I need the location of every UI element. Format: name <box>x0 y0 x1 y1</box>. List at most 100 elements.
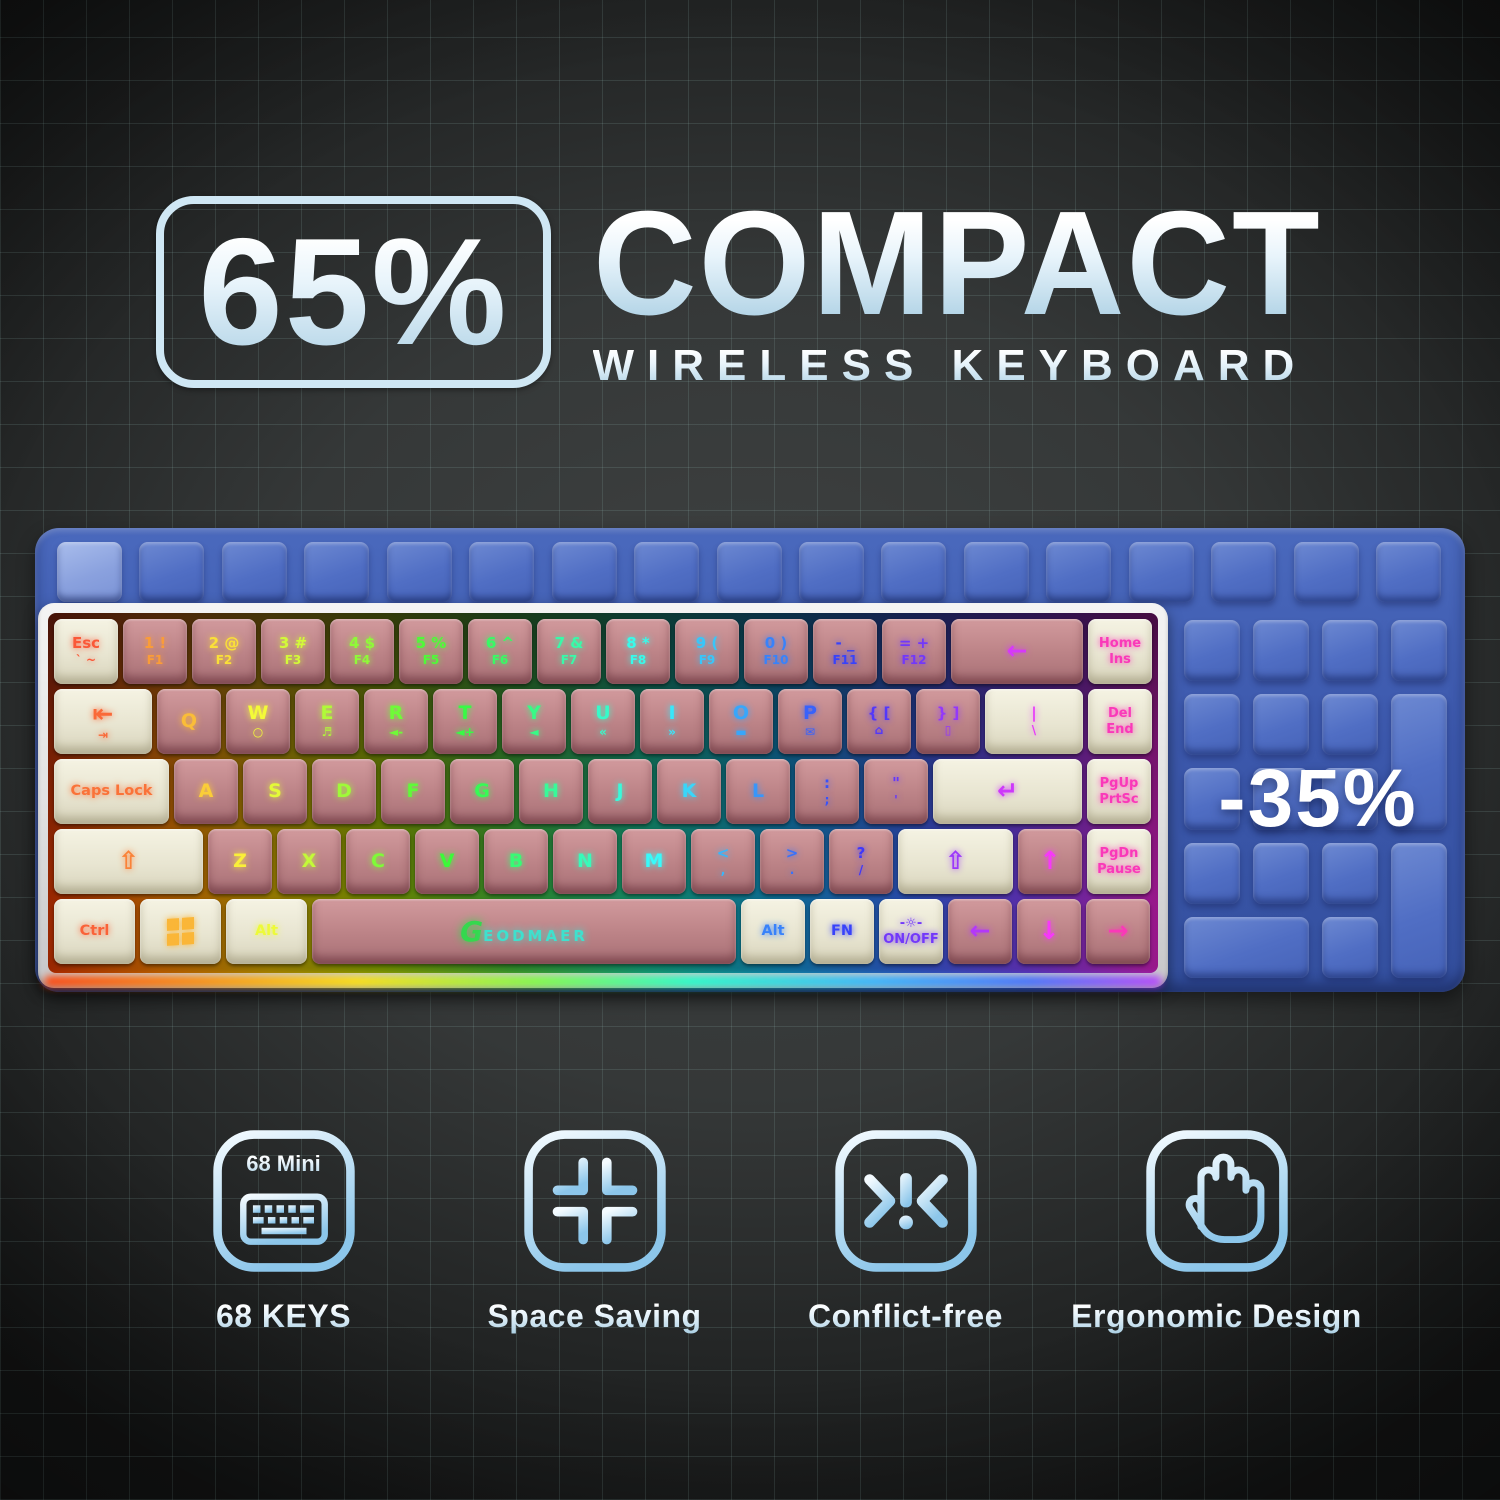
ghost-key <box>221 542 287 602</box>
key-n: N <box>553 829 617 894</box>
ghost-numpad-key <box>1322 620 1378 682</box>
key-legend: FN <box>830 922 854 939</box>
key-5: 5 % F5 <box>399 619 463 684</box>
key-legend: G <box>474 779 490 802</box>
key-legend: 5 % <box>415 634 447 653</box>
key-legend: PgDn <box>1099 845 1139 861</box>
brand-logo-text: EODMAER <box>483 926 588 945</box>
key-legend: L <box>751 779 765 802</box>
ghost-key <box>551 542 617 602</box>
title-column: COMPACT WIRELESS KEYBOARD <box>593 190 1344 391</box>
key-arrow-up: ↑ <box>1018 829 1082 894</box>
key-a: A <box>174 759 238 824</box>
key-legend: D <box>336 779 352 802</box>
key-home-ins: Home Ins <box>1088 619 1152 684</box>
key-space: G EODMAER <box>312 899 736 964</box>
ghost-numpad-key <box>1322 768 1378 830</box>
key-sub-legend: Ins <box>1109 651 1131 667</box>
key-legend: 8 * <box>626 634 650 653</box>
key-sub-legend: « <box>599 725 607 740</box>
key-8: 8 * F8 <box>606 619 670 684</box>
key-9: 9 (F9 <box>675 619 739 684</box>
key-legend: " <box>892 774 900 793</box>
badge-percent-text: 65% <box>198 204 508 380</box>
key-legend: Alt <box>761 922 785 939</box>
key-legend: K <box>681 779 697 802</box>
key-legend: N <box>577 849 593 872</box>
key-h: H <box>519 759 583 824</box>
title-badge: 65% <box>156 196 551 388</box>
ghost-key <box>386 542 452 602</box>
key-v: V <box>415 829 479 894</box>
key-backlight-on-off: -☼- ON/OFF <box>879 899 943 964</box>
key-c: C <box>346 829 410 894</box>
key-e: E ♬ <box>295 689 359 754</box>
key-legend: 7 & <box>554 634 584 653</box>
ghost-key <box>304 542 370 602</box>
key-3: 3 # F3 <box>261 619 325 684</box>
feature-label: Ergonomic Design <box>1071 1298 1362 1334</box>
key-win <box>140 899 221 964</box>
ghost-key <box>881 542 947 602</box>
key-pgup-prtsc: PgUp PrtSc <box>1087 759 1151 824</box>
key-legend: 0 ) <box>764 634 788 653</box>
key-legend: E <box>320 702 334 725</box>
key-sub-legend: ○ <box>252 725 264 740</box>
key-left-shift: ⇧ <box>54 829 203 894</box>
key-sub-legend: F1 <box>146 653 164 668</box>
keyboard-hero: -35% Esc ` ~1 ! F1 2 @ F2 3 # F3 4 $ F4 5 % F5 6 ^ F… <box>35 528 1465 992</box>
ghost-key <box>1376 542 1441 602</box>
ghost-numpad-key <box>1184 768 1240 830</box>
mini-keyboard-icon: 68 Mini <box>209 1126 359 1276</box>
feature-label: 68 KEYS <box>215 1298 352 1334</box>
key-legend: ↵ <box>997 776 1018 806</box>
key-quote: " ' <box>864 759 928 824</box>
key-sub-legend: F6 <box>491 653 509 668</box>
key-k: K <box>657 759 721 824</box>
key-legend: = + <box>898 634 930 653</box>
feature-item: Conflict-free <box>750 1126 1061 1335</box>
key-legend: 2 @ <box>208 634 240 653</box>
key-sub-legend: F7 <box>560 653 578 668</box>
key-right-shift: ⇧ <box>898 829 1013 894</box>
key-legend: - _ <box>835 634 855 653</box>
key-m: M <box>622 829 686 894</box>
key-j: J <box>588 759 652 824</box>
key-legend: 9 ( <box>695 634 719 653</box>
key-del-end: Del End <box>1088 689 1152 754</box>
key-sub-legend: Pause <box>1097 861 1141 877</box>
key-slash: ? / <box>829 829 893 894</box>
hand-icon <box>1142 1126 1292 1276</box>
key-sub-legend: ♬ <box>321 725 333 740</box>
key-sub-legend: ⌂ <box>874 723 884 738</box>
ghost-key <box>57 542 122 602</box>
ghost-key <box>469 542 535 602</box>
key-legend: ↓ <box>1038 916 1060 946</box>
key-q: Q <box>157 689 221 754</box>
ghost-key <box>634 542 700 602</box>
key-sub-legend: F11 <box>832 653 858 668</box>
ghost-numpad-key <box>1253 620 1309 682</box>
key-legend: M <box>644 849 664 872</box>
ghost-numpad-key <box>1253 842 1309 904</box>
key-sub-legend: F12 <box>901 653 927 668</box>
key-legend: ⇧ <box>118 846 139 876</box>
key-legend: P <box>803 702 817 725</box>
key-ctrl: Ctrl <box>54 899 135 964</box>
ghost-numpad-key <box>1184 694 1240 756</box>
compress-icon <box>520 1126 670 1276</box>
ghost-key <box>963 542 1029 602</box>
key-arrow-down: ↓ <box>1017 899 1081 964</box>
key-legend: Del <box>1107 705 1133 721</box>
ghost-numpad-key <box>1391 620 1447 682</box>
key-row: Esc ` ~1 ! F1 2 @ F2 3 # F3 4 $ F4 5 % F5 6 ^ F6 7 & F… <box>54 619 1152 684</box>
key-g: G <box>450 759 514 824</box>
key-legend: Esc <box>71 634 101 653</box>
brand-logo-initial: G <box>460 914 484 948</box>
key-f: F <box>381 759 445 824</box>
key-legend: A <box>198 779 214 802</box>
key-6: 6 ^ F6 <box>468 619 532 684</box>
key-legend: } ] <box>936 704 960 723</box>
key-sub-legend: . <box>789 863 795 878</box>
